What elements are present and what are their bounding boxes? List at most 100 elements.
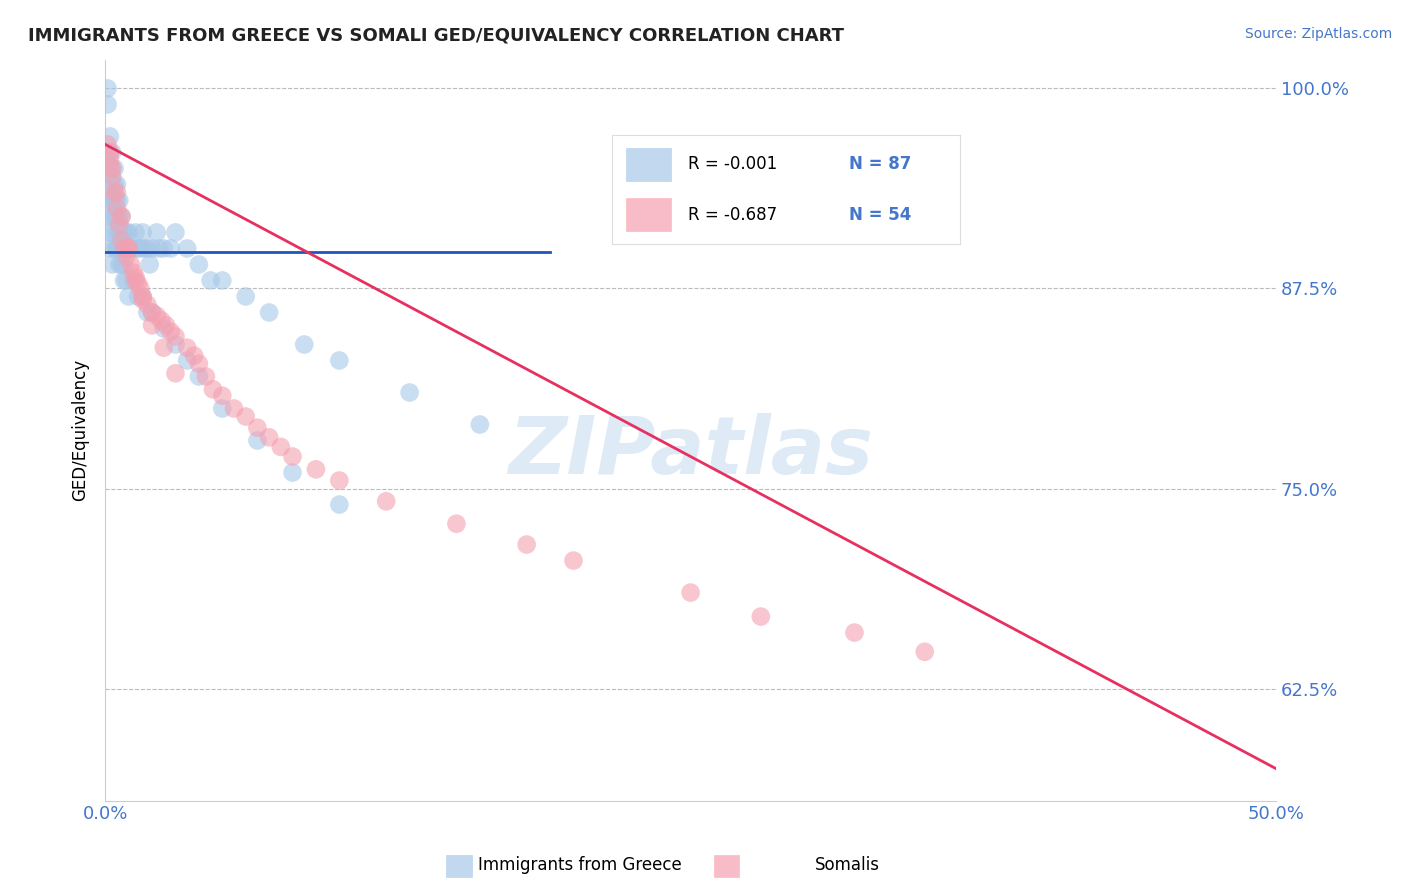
Point xyxy=(165,226,187,240)
Point xyxy=(98,194,121,208)
Text: R = -0.687: R = -0.687 xyxy=(689,206,778,224)
Point xyxy=(127,242,149,256)
Point xyxy=(101,161,124,176)
Point xyxy=(305,462,328,476)
Point xyxy=(98,161,121,176)
Point xyxy=(127,289,149,303)
Point xyxy=(105,242,128,256)
Point xyxy=(112,242,135,256)
Point xyxy=(101,178,124,192)
Point xyxy=(110,210,132,224)
Point xyxy=(211,273,233,287)
Point xyxy=(165,337,187,351)
Point xyxy=(152,242,174,256)
Point xyxy=(122,265,145,279)
Point xyxy=(246,434,269,448)
Text: N = 54: N = 54 xyxy=(849,206,911,224)
Point xyxy=(398,385,420,400)
Text: Source: ZipAtlas.com: Source: ZipAtlas.com xyxy=(1244,27,1392,41)
Point xyxy=(176,353,198,368)
Point xyxy=(446,516,468,531)
Point xyxy=(103,194,125,208)
Point xyxy=(844,625,866,640)
Point xyxy=(98,145,121,160)
Point xyxy=(98,210,121,224)
Point xyxy=(131,289,153,303)
Point xyxy=(112,273,135,287)
Point xyxy=(112,226,135,240)
Point xyxy=(131,289,153,303)
Point xyxy=(194,369,217,384)
Point xyxy=(141,318,163,333)
Point xyxy=(165,366,187,380)
Point xyxy=(96,81,118,95)
Text: Somalis: Somalis xyxy=(814,856,880,874)
Text: IMMIGRANTS FROM GREECE VS SOMALI GED/EQUIVALENCY CORRELATION CHART: IMMIGRANTS FROM GREECE VS SOMALI GED/EQU… xyxy=(28,27,844,45)
Point xyxy=(155,318,177,333)
Point xyxy=(120,242,142,256)
Point xyxy=(124,226,146,240)
Point xyxy=(115,250,138,264)
Point xyxy=(211,389,233,403)
Point xyxy=(103,242,125,256)
Point xyxy=(292,337,315,351)
Point xyxy=(101,194,124,208)
Point xyxy=(328,474,350,488)
Point xyxy=(105,194,128,208)
Point xyxy=(749,609,772,624)
Point xyxy=(110,226,132,240)
Point xyxy=(136,242,159,256)
Point xyxy=(201,382,224,396)
Point xyxy=(101,226,124,240)
Point xyxy=(115,226,138,240)
Point xyxy=(101,210,124,224)
Point xyxy=(105,178,128,192)
Y-axis label: GED/Equivalency: GED/Equivalency xyxy=(72,359,89,501)
Point xyxy=(108,257,131,271)
Point xyxy=(281,466,304,480)
Point xyxy=(98,242,121,256)
Point xyxy=(148,242,170,256)
Point xyxy=(112,242,135,256)
Point xyxy=(235,409,257,424)
Point xyxy=(112,257,135,271)
Point xyxy=(120,257,142,271)
Point xyxy=(101,169,124,184)
Bar xyxy=(626,198,671,231)
Point xyxy=(96,97,118,112)
Point xyxy=(468,417,491,432)
Point xyxy=(159,325,181,339)
Text: ZIPatlas: ZIPatlas xyxy=(508,413,873,491)
Point xyxy=(117,289,139,303)
Point xyxy=(159,242,181,256)
Point xyxy=(122,242,145,256)
Point xyxy=(96,226,118,240)
Point xyxy=(562,553,585,567)
Point xyxy=(98,129,121,144)
Point xyxy=(138,257,160,271)
Point xyxy=(96,194,118,208)
Point xyxy=(183,349,205,363)
Point xyxy=(108,210,131,224)
Point xyxy=(105,242,128,256)
Point xyxy=(105,186,128,200)
Point xyxy=(222,401,245,416)
Point xyxy=(98,145,121,160)
Point xyxy=(257,430,280,444)
Point xyxy=(176,341,198,355)
Point xyxy=(101,145,124,160)
Point xyxy=(96,137,118,152)
Point xyxy=(110,257,132,271)
Point xyxy=(136,297,159,311)
Point xyxy=(105,210,128,224)
Point xyxy=(108,242,131,256)
Point xyxy=(124,270,146,285)
Point xyxy=(246,420,269,434)
Point xyxy=(103,161,125,176)
Point xyxy=(127,277,149,291)
Point xyxy=(103,186,125,200)
Point xyxy=(200,273,222,287)
Point xyxy=(103,210,125,224)
Point xyxy=(117,242,139,256)
Point xyxy=(187,369,209,384)
